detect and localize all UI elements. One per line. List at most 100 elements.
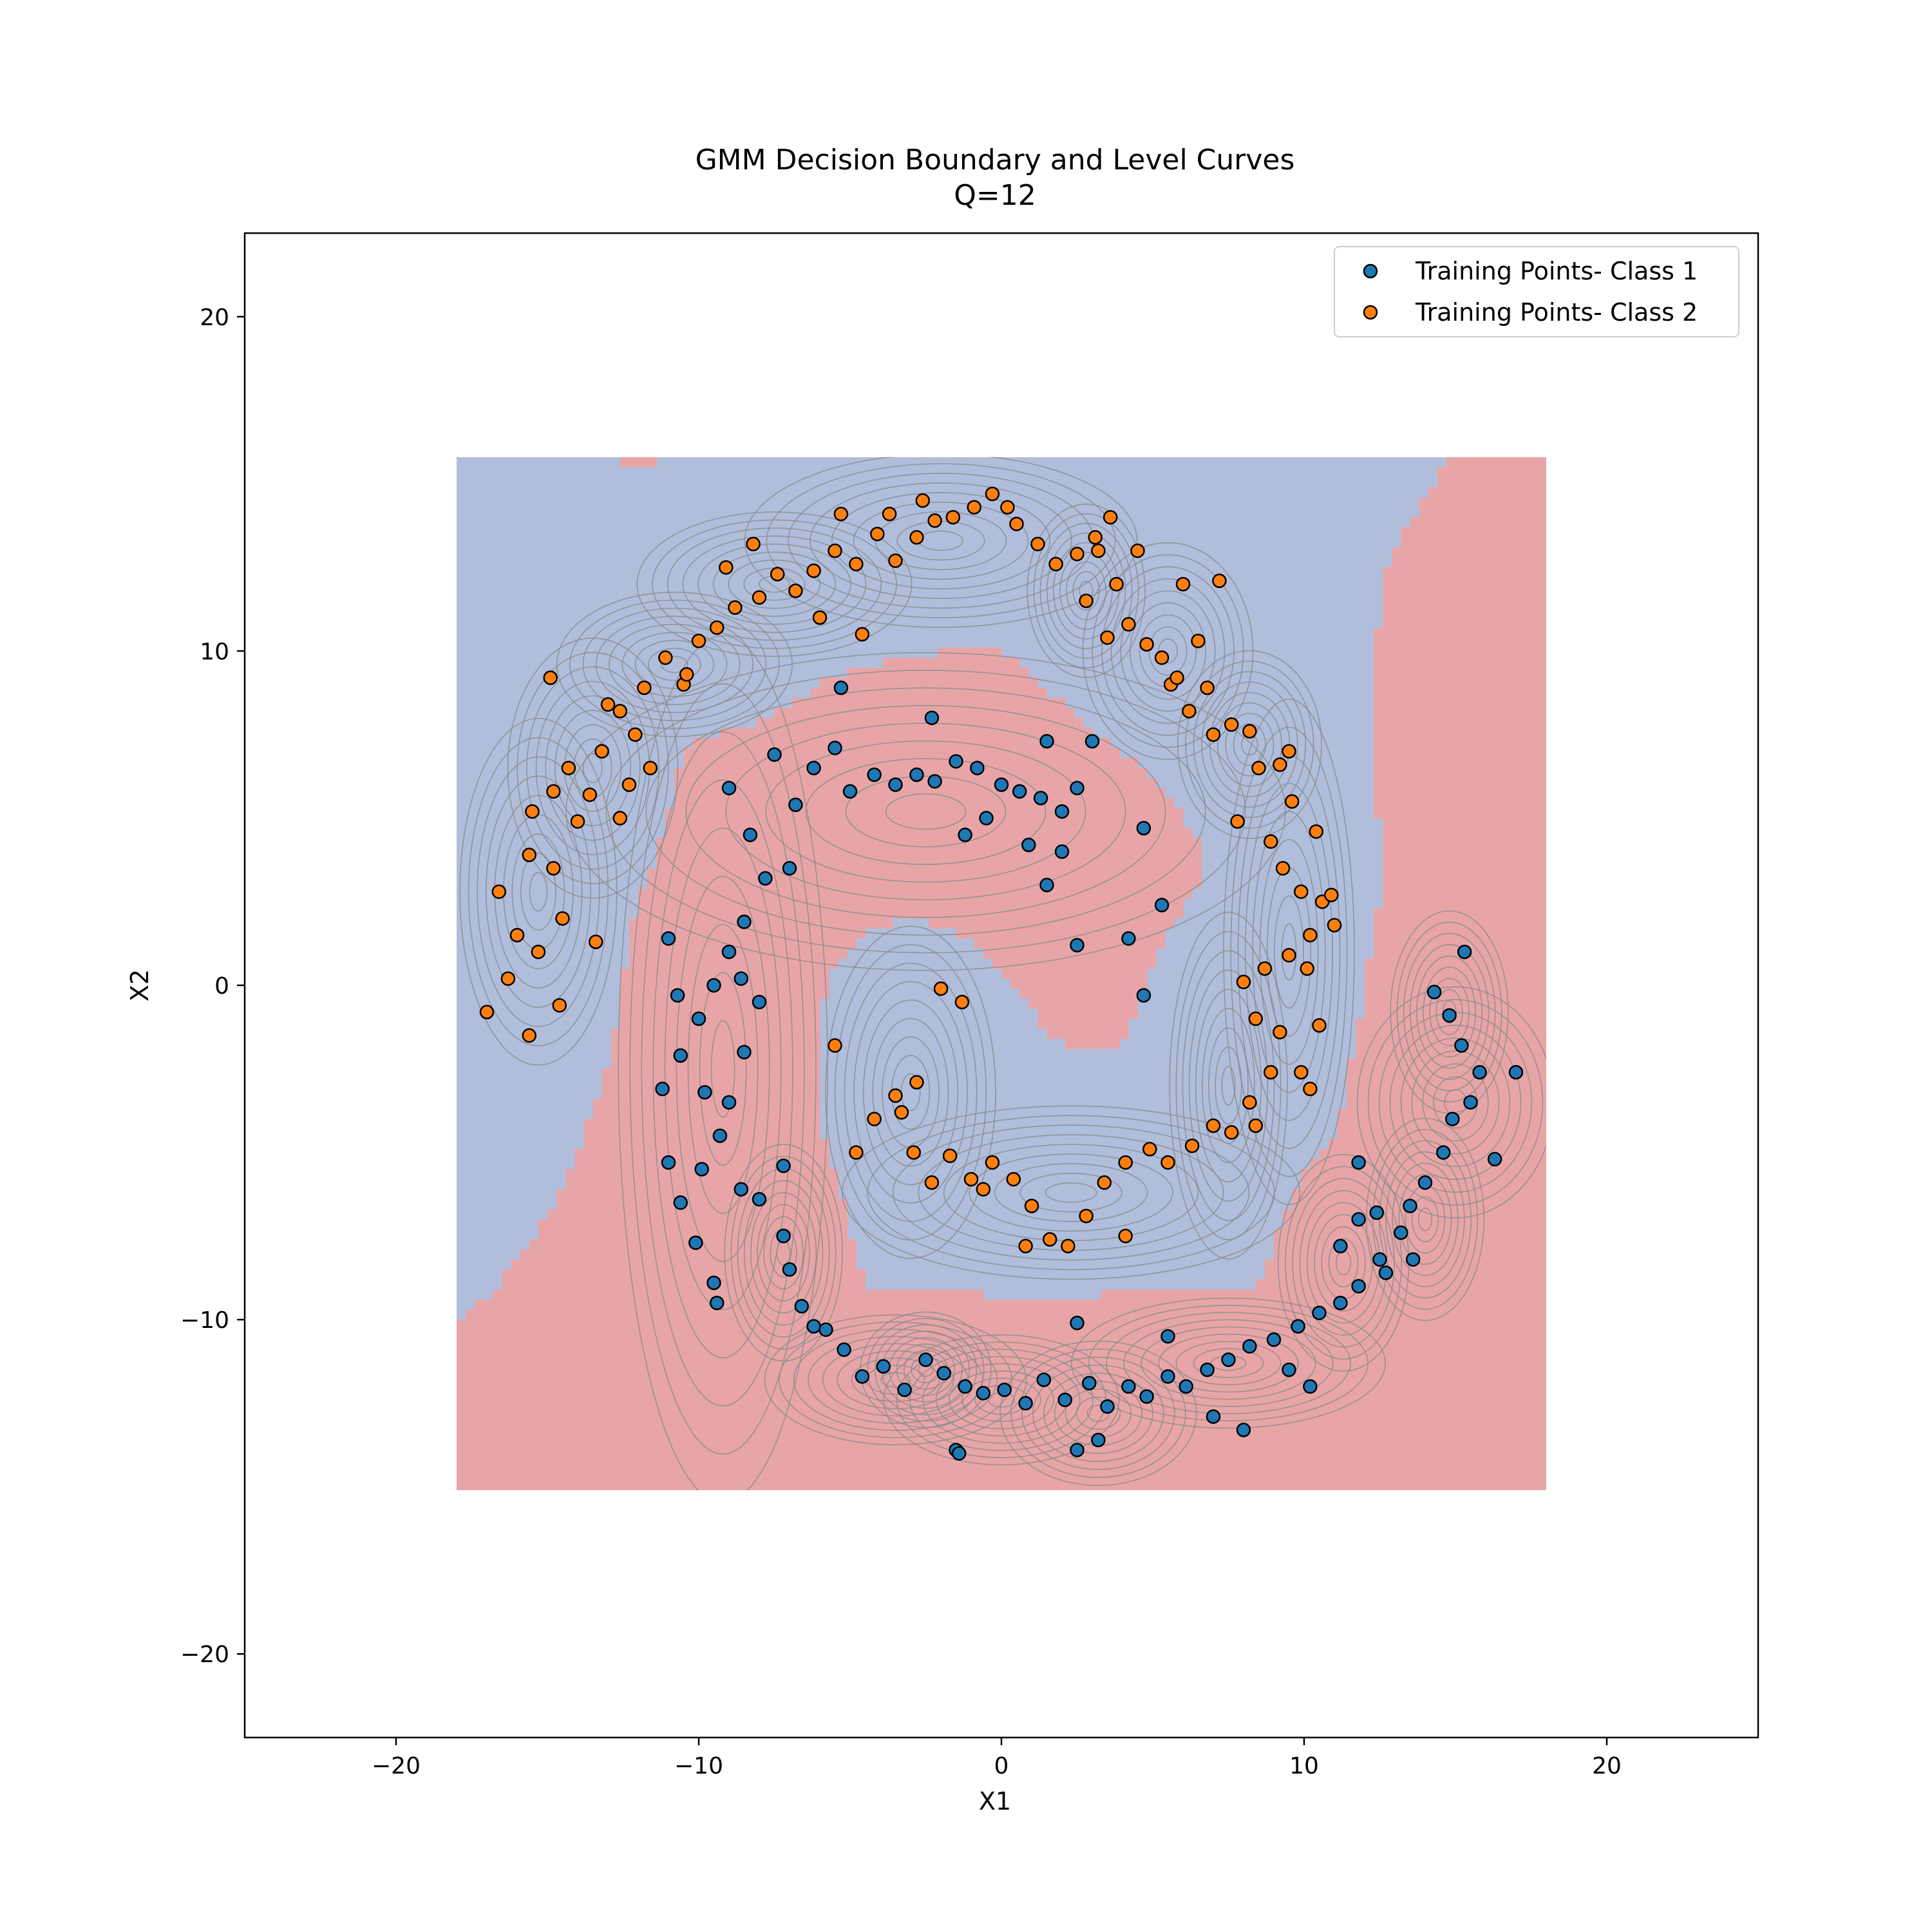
- level-curve: [1400, 1037, 1511, 1168]
- level-curve: [645, 687, 1206, 936]
- data-point: [1121, 931, 1136, 946]
- level-curve: [1389, 1025, 1522, 1180]
- level-curve: [844, 962, 978, 1222]
- data-point: [1100, 1399, 1115, 1414]
- data-point: [1445, 1112, 1460, 1126]
- data-point: [906, 1145, 921, 1160]
- data-point: [709, 1295, 724, 1311]
- data-point: [967, 500, 981, 515]
- x-tick-label: −20: [372, 1753, 421, 1779]
- data-point: [1200, 680, 1215, 696]
- data-point: [1472, 1065, 1487, 1080]
- level-curve: [728, 559, 821, 609]
- level-curve: [1101, 566, 1235, 736]
- y-tick-label: −20: [180, 1642, 229, 1668]
- level-curve: [1225, 712, 1274, 777]
- data-point: [721, 781, 737, 795]
- level-curve: [1032, 1364, 1164, 1463]
- data-point: [1242, 724, 1257, 739]
- level-curves-component-10: [1356, 986, 1546, 1218]
- data-point: [1282, 1362, 1296, 1378]
- data-point: [1242, 1095, 1257, 1110]
- level-curve: [1411, 1196, 1439, 1243]
- data-point: [679, 667, 694, 682]
- level-curve: [892, 1124, 1250, 1261]
- legend-label-class-2: Training Points- Class 2: [1415, 298, 1698, 327]
- level-curve: [793, 1329, 998, 1431]
- data-point: [1403, 1198, 1417, 1213]
- level-curve: [1252, 811, 1326, 1093]
- level-curve: [529, 871, 548, 912]
- data-point: [1018, 1396, 1033, 1411]
- data-point: [897, 1382, 912, 1397]
- level-curve: [1356, 986, 1546, 1218]
- level-curve: [961, 1378, 1041, 1423]
- level-curve: [1233, 723, 1266, 766]
- data-point: [1030, 536, 1045, 552]
- data-point: [637, 680, 652, 696]
- level-curve: [909, 1349, 1094, 1451]
- level-curve: [1195, 989, 1262, 1182]
- level-curve: [867, 1318, 985, 1422]
- data-point: [979, 811, 994, 826]
- data-point: [1054, 804, 1070, 819]
- data-point: [737, 1045, 752, 1060]
- data-point: [752, 590, 767, 605]
- level-curve: [1245, 782, 1334, 1121]
- level-curve: [621, 632, 728, 697]
- level-curve: [763, 1216, 804, 1290]
- data-point: [1291, 1319, 1305, 1334]
- data-point: [1324, 887, 1339, 903]
- level-curve: [874, 1324, 978, 1416]
- data-point: [673, 1048, 688, 1063]
- data-point: [491, 884, 507, 899]
- data-point: [673, 1195, 688, 1210]
- level-curve: [1385, 1151, 1465, 1287]
- chart-title: GMM Decision Boundary and Level Curves: [696, 144, 1295, 176]
- level-curve: [1221, 1065, 1236, 1106]
- data-point: [958, 828, 972, 842]
- data-point: [1070, 938, 1084, 952]
- data-point: [1070, 1443, 1084, 1457]
- level-curve: [648, 647, 701, 681]
- data-point: [1084, 734, 1100, 749]
- level-curve: [1072, 571, 1100, 611]
- data-point: [1118, 1155, 1133, 1170]
- data-point: [888, 553, 903, 568]
- data-point: [746, 536, 761, 552]
- x-tick-label: 20: [1592, 1753, 1622, 1779]
- data-point: [1033, 791, 1048, 806]
- level-curve: [1416, 955, 1483, 1069]
- data-point: [1070, 1316, 1084, 1331]
- data-point: [522, 848, 537, 862]
- level-curve: [1046, 532, 1126, 649]
- level-curve: [582, 753, 603, 783]
- y-tick-label: 10: [200, 639, 229, 665]
- data-point: [855, 1369, 870, 1384]
- level-curve: [697, 543, 851, 625]
- data-point: [758, 871, 773, 886]
- data-point: [1097, 1175, 1112, 1190]
- level-curve: [685, 705, 1166, 918]
- level-curve: [468, 737, 609, 1046]
- data-point: [1200, 1362, 1215, 1378]
- data-point: [1333, 1238, 1348, 1254]
- data-point: [782, 861, 797, 876]
- data-point: [1009, 516, 1024, 531]
- data-point: [888, 777, 903, 792]
- data-point: [976, 1182, 991, 1197]
- level-curve: [1398, 1173, 1452, 1265]
- data-point: [694, 1162, 709, 1177]
- level-curve: [1188, 969, 1269, 1202]
- data-point: [728, 600, 743, 615]
- data-point: [985, 486, 1000, 502]
- level-curve: [766, 463, 1116, 618]
- level-curve: [1021, 1356, 1175, 1470]
- data-point: [776, 1159, 791, 1173]
- level-curve: [569, 600, 780, 730]
- level-curve: [609, 623, 741, 705]
- data-point: [1275, 861, 1291, 876]
- data-point: [1000, 500, 1015, 515]
- level-curve: [1328, 1238, 1359, 1288]
